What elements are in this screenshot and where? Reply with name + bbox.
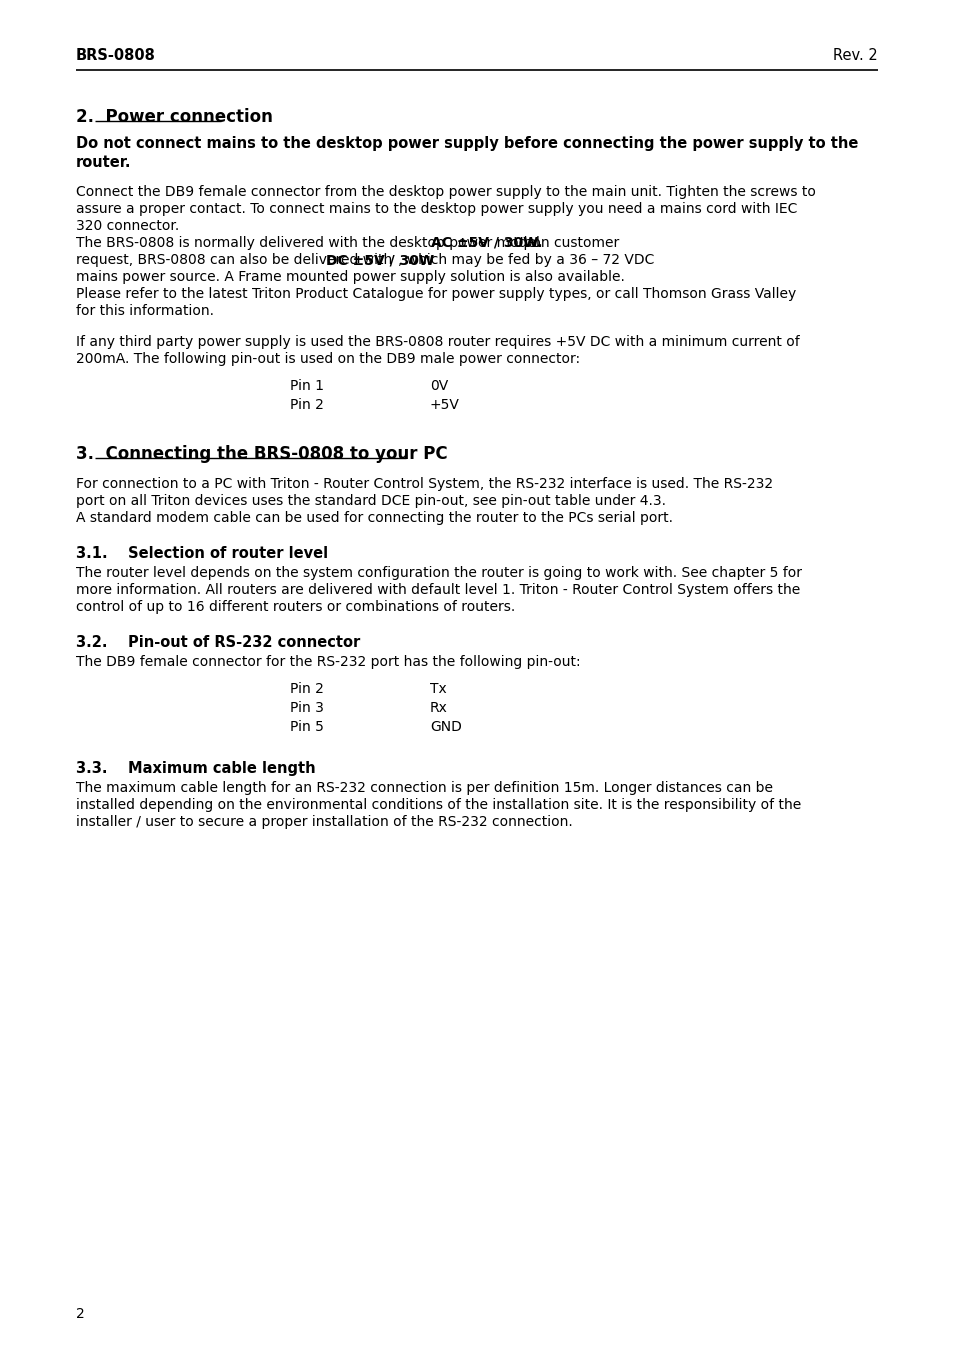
Text: DC ±5V / 30W: DC ±5V / 30W xyxy=(325,253,434,267)
Text: 3.2.    Pin-out of RS-232 connector: 3.2. Pin-out of RS-232 connector xyxy=(76,635,360,650)
Text: The maximum cable length for an RS-232 connection is per definition 15m. Longer : The maximum cable length for an RS-232 c… xyxy=(76,781,772,794)
Text: Rx: Rx xyxy=(430,701,447,715)
Text: Rev. 2: Rev. 2 xyxy=(832,49,877,63)
Text: more information. All routers are delivered with default level 1. Triton - Route: more information. All routers are delive… xyxy=(76,584,800,597)
Text: router.: router. xyxy=(76,155,132,170)
Text: 320 connector.: 320 connector. xyxy=(76,219,179,232)
Text: AC ±5V / 30W.: AC ±5V / 30W. xyxy=(431,236,542,250)
Text: If any third party power supply is used the BRS-0808 router requires +5V DC with: If any third party power supply is used … xyxy=(76,335,799,349)
Text: installer / user to secure a proper installation of the RS-232 connection.: installer / user to secure a proper inst… xyxy=(76,815,572,830)
Text: 0V: 0V xyxy=(430,380,448,393)
Text: Pin 2: Pin 2 xyxy=(290,399,323,412)
Text: Pin 3: Pin 3 xyxy=(290,701,323,715)
Text: 2: 2 xyxy=(76,1306,85,1321)
Text: 3.1.    Selection of router level: 3.1. Selection of router level xyxy=(76,546,328,561)
Text: for this information.: for this information. xyxy=(76,304,213,317)
Text: Do not connect mains to the desktop power supply before connecting the power sup: Do not connect mains to the desktop powe… xyxy=(76,136,858,151)
Text: GND: GND xyxy=(430,720,461,734)
Text: Pin 1: Pin 1 xyxy=(290,380,324,393)
Text: 2.  Power connection: 2. Power connection xyxy=(76,108,273,126)
Text: Pin 2: Pin 2 xyxy=(290,682,323,696)
Text: mains power source. A Frame mounted power supply solution is also available.: mains power source. A Frame mounted powe… xyxy=(76,270,624,284)
Text: Connect the DB9 female connector from the desktop power supply to the main unit.: Connect the DB9 female connector from th… xyxy=(76,185,815,199)
Text: +5V: +5V xyxy=(430,399,459,412)
Text: 200mA. The following pin-out is used on the DB9 male power connector:: 200mA. The following pin-out is used on … xyxy=(76,353,579,366)
Text: control of up to 16 different routers or combinations of routers.: control of up to 16 different routers or… xyxy=(76,600,515,613)
Text: The router level depends on the system configuration the router is going to work: The router level depends on the system c… xyxy=(76,566,801,580)
Text: Please refer to the latest Triton Product Catalogue for power supply types, or c: Please refer to the latest Triton Produc… xyxy=(76,286,796,301)
Text: Upon customer: Upon customer xyxy=(509,236,618,250)
Text: The BRS-0808 is normally delivered with the desktop power model: The BRS-0808 is normally delivered with … xyxy=(76,236,543,250)
Text: request, BRS-0808 can also be delivered with: request, BRS-0808 can also be delivered … xyxy=(76,253,396,267)
Text: assure a proper contact. To connect mains to the desktop power supply you need a: assure a proper contact. To connect main… xyxy=(76,203,797,216)
Text: BRS-0808: BRS-0808 xyxy=(76,49,155,63)
Text: Tx: Tx xyxy=(430,682,446,696)
Text: A standard modem cable can be used for connecting the router to the PCs serial p: A standard modem cable can be used for c… xyxy=(76,511,672,526)
Text: Pin 5: Pin 5 xyxy=(290,720,323,734)
Text: 3.  Connecting the BRS-0808 to your PC: 3. Connecting the BRS-0808 to your PC xyxy=(76,444,447,463)
Text: The DB9 female connector for the RS-232 port has the following pin-out:: The DB9 female connector for the RS-232 … xyxy=(76,655,580,669)
Text: port on all Triton devices uses the standard DCE pin-out, see pin-out table unde: port on all Triton devices uses the stan… xyxy=(76,494,665,508)
Text: , which may be fed by a 36 – 72 VDC: , which may be fed by a 36 – 72 VDC xyxy=(397,253,654,267)
Text: For connection to a PC with Triton - Router Control System, the RS-232 interface: For connection to a PC with Triton - Rou… xyxy=(76,477,772,490)
Text: installed depending on the environmental conditions of the installation site. It: installed depending on the environmental… xyxy=(76,798,801,812)
Text: 3.3.    Maximum cable length: 3.3. Maximum cable length xyxy=(76,761,315,775)
